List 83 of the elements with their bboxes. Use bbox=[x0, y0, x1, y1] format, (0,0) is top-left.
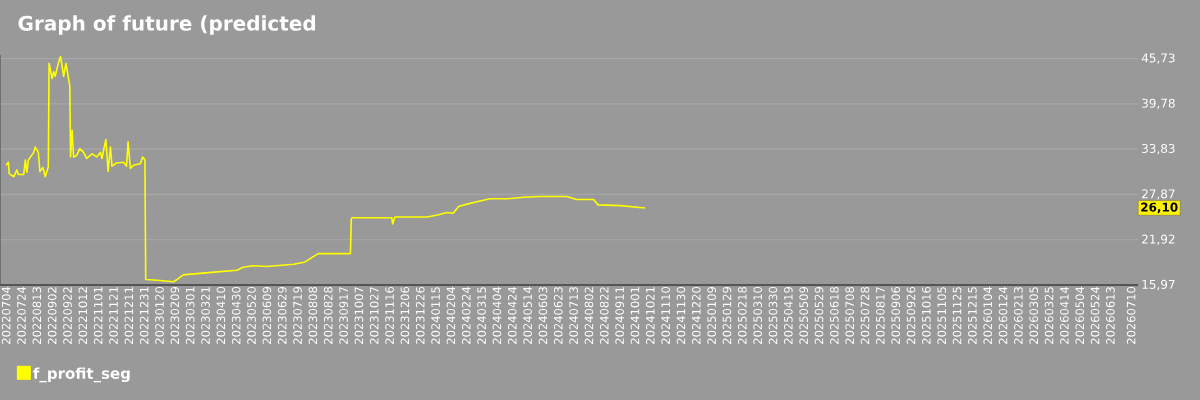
x-tick-label: 20260305 bbox=[1029, 287, 1039, 344]
x-tick-label: 20230120 bbox=[155, 286, 164, 344]
x-tick-label: 20220922 bbox=[63, 287, 72, 344]
x-tick-label: 20221012 bbox=[78, 287, 88, 344]
x-tick-label: 20251016 bbox=[922, 286, 931, 344]
x-tick-label: 20251105 bbox=[937, 287, 947, 344]
x-tick-label: 20240603 bbox=[538, 287, 548, 344]
y-tick-label: 15,97 bbox=[1142, 279, 1175, 291]
x-tick-label: 20250926 bbox=[906, 286, 916, 344]
x-tick-label: 20251125 bbox=[952, 287, 962, 344]
x-tick-label: 20260325 bbox=[1044, 287, 1054, 344]
y-tick-label: 39,78 bbox=[1142, 98, 1175, 109]
x-tick-label: 20250419 bbox=[783, 287, 793, 344]
x-tick-label: 20260524 bbox=[1090, 286, 1100, 344]
x-tick-label: 20241130 bbox=[676, 286, 686, 344]
x-tick-label: 20231027 bbox=[369, 287, 379, 344]
y-tick-label: 27,87 bbox=[1142, 189, 1175, 200]
x-tick-label: 20240802 bbox=[584, 287, 594, 344]
x-tick-label: 20230520 bbox=[247, 286, 256, 344]
x-tick-label: 20251215 bbox=[968, 287, 977, 344]
x-tick-label: 20250906 bbox=[891, 286, 901, 344]
x-tick-label: 20220902 bbox=[47, 287, 57, 344]
x-tick-label: 20230808 bbox=[308, 287, 318, 344]
x-tick-label: 20230629 bbox=[277, 287, 287, 344]
x-tick-label: 20230430 bbox=[231, 286, 241, 344]
x-tick-label: 20241021 bbox=[645, 287, 655, 344]
x-tick-label: 20260104 bbox=[983, 286, 993, 344]
x-tick-label: 20250310 bbox=[753, 286, 762, 344]
x-tick-label: 20260710 bbox=[1126, 286, 1136, 344]
x-tick-label: 20250129 bbox=[722, 287, 732, 344]
x-tick-label: 20220813 bbox=[32, 287, 42, 344]
x-tick-label: 20231007 bbox=[354, 287, 364, 344]
y-tick-label: 45,73 bbox=[1141, 53, 1175, 64]
x-tick-label: 20240424 bbox=[507, 286, 517, 344]
y-tick-label: 21,92 bbox=[1142, 234, 1175, 245]
x-tick-label: 20240204 bbox=[446, 286, 456, 344]
x-tick-label: 20260124 bbox=[998, 286, 1008, 344]
x-tick-label: 20250817 bbox=[876, 287, 885, 344]
legend-label: f_profit_seg bbox=[33, 367, 130, 383]
annotation: 26,10 bbox=[1141, 202, 1178, 214]
x-tick-label: 20220724 bbox=[17, 286, 26, 344]
x-tick-label: 20221121 bbox=[109, 287, 118, 344]
x-tick-label: 20221231 bbox=[139, 287, 149, 344]
x-tick-label: 20231116 bbox=[385, 286, 394, 344]
x-tick-label: 20250618 bbox=[829, 287, 839, 344]
x-tick-label: 20240224 bbox=[461, 286, 471, 344]
x-tick-label: 20231226 bbox=[415, 286, 425, 344]
x-tick-label: 20240713 bbox=[569, 287, 578, 344]
x-tick-label: 20230301 bbox=[185, 287, 195, 344]
x-tick-label: 20240514 bbox=[523, 286, 532, 344]
x-tick-label: 20250218 bbox=[737, 287, 747, 344]
x-tick-label: 20250109 bbox=[707, 287, 716, 344]
x-tick-label: 20230410 bbox=[216, 286, 226, 344]
x-tick-label: 20241110 bbox=[661, 286, 670, 344]
x-tick-label: 20250529 bbox=[814, 287, 824, 344]
x-tick-label: 20240822 bbox=[599, 287, 609, 344]
x-tick-label: 20250708 bbox=[845, 287, 855, 344]
x-tick-label: 20260414 bbox=[1060, 286, 1069, 344]
x-tick-label: 20230209 bbox=[170, 287, 180, 344]
x-tick-label: 20221211 bbox=[124, 287, 134, 344]
x-tick-label: 20230719 bbox=[293, 287, 302, 344]
x-tick-label: 20240623 bbox=[553, 287, 563, 344]
x-tick-label: 20230917 bbox=[339, 287, 348, 344]
x-tick-label: 20250509 bbox=[799, 287, 809, 344]
x-tick-label: 20250330 bbox=[768, 286, 778, 344]
x-tick-label: 20240911 bbox=[615, 287, 624, 344]
x-tick-label: 20241220 bbox=[691, 286, 701, 344]
x-tick-label: 20260213 bbox=[1014, 287, 1023, 344]
x-tick-label: 20240315 bbox=[477, 287, 486, 344]
x-tick-label: 20230609 bbox=[262, 287, 272, 344]
x-tick-label: 20250728 bbox=[860, 287, 870, 344]
x-tick-label: 20260504 bbox=[1075, 286, 1085, 344]
chart-title: Graph of future (predicted bbox=[18, 15, 316, 35]
x-tick-label: 20240404 bbox=[492, 286, 502, 344]
x-tick-label: 20230828 bbox=[323, 287, 333, 344]
y-tick-label: 33,83 bbox=[1142, 143, 1175, 155]
x-tick-label: 20240115 bbox=[431, 287, 440, 344]
x-tick-label: 20230321 bbox=[201, 287, 210, 344]
x-tick-label: 20220704 bbox=[1, 286, 11, 344]
x-tick-label: 20241001 bbox=[630, 287, 640, 344]
x-tick-label: 20260613 bbox=[1106, 287, 1115, 344]
x-tick-label: 20221101 bbox=[93, 287, 103, 344]
x-tick-label: 20231206 bbox=[400, 286, 410, 344]
